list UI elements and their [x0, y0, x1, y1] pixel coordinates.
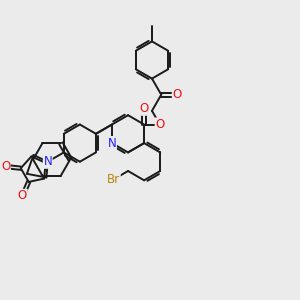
Text: O: O [140, 102, 149, 115]
Text: O: O [18, 189, 27, 202]
Text: O: O [1, 160, 10, 173]
Text: Br: Br [107, 173, 120, 186]
Text: N: N [44, 155, 52, 168]
Text: O: O [155, 118, 164, 131]
Text: O: O [172, 88, 182, 101]
Text: N: N [108, 136, 116, 150]
